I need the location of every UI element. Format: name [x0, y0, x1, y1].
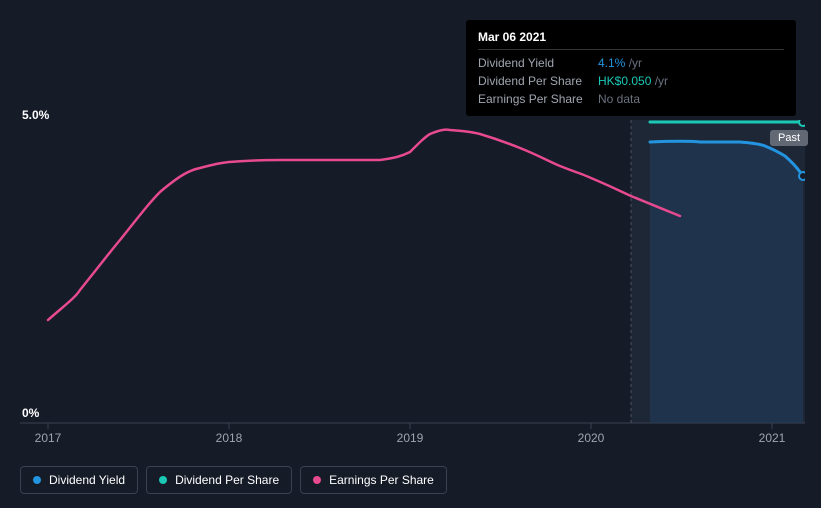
- dividend-per-share-marker: [799, 120, 805, 126]
- x-axis-label: 2020: [578, 431, 605, 445]
- legend-dot-icon: [33, 476, 41, 484]
- legend-dot-icon: [313, 476, 321, 484]
- legend-label: Dividend Yield: [49, 473, 125, 487]
- tooltip-row: Dividend Yield 4.1% /yr: [478, 54, 784, 72]
- dividend-yield-area: [650, 142, 803, 423]
- legend-item-dividend-yield[interactable]: Dividend Yield: [20, 466, 138, 494]
- chart-svg: [20, 120, 805, 430]
- tooltip-title: Mar 06 2021: [478, 28, 784, 50]
- tooltip-value: No data: [598, 90, 640, 108]
- x-axis-label: 2019: [397, 431, 424, 445]
- dividend-yield-marker: [799, 172, 805, 180]
- legend-label: Dividend Per Share: [175, 473, 279, 487]
- chart-tooltip: Mar 06 2021 Dividend Yield 4.1% /yr Divi…: [466, 20, 796, 116]
- tooltip-row: Dividend Per Share HK$0.050 /yr: [478, 72, 784, 90]
- tooltip-suffix: /yr: [629, 56, 642, 70]
- tooltip-value: HK$0.050: [598, 74, 651, 88]
- tooltip-suffix: /yr: [655, 74, 668, 88]
- legend-item-dividend-per-share[interactable]: Dividend Per Share: [146, 466, 292, 494]
- x-axis-label: 2018: [216, 431, 243, 445]
- tooltip-label: Earnings Per Share: [478, 90, 598, 108]
- earnings-per-share-line: [48, 130, 680, 320]
- legend-label: Earnings Per Share: [329, 473, 434, 487]
- x-axis-label: 2021: [759, 431, 786, 445]
- tooltip-value: 4.1%: [598, 56, 625, 70]
- x-axis-label: 2017: [35, 431, 62, 445]
- legend-item-earnings-per-share[interactable]: Earnings Per Share: [300, 466, 447, 494]
- tooltip-row: Earnings Per Share No data: [478, 90, 784, 108]
- past-badge: Past: [770, 130, 808, 146]
- legend-dot-icon: [159, 476, 167, 484]
- chart-plot-area: [20, 120, 805, 425]
- chart-legend: Dividend Yield Dividend Per Share Earnin…: [20, 466, 447, 494]
- tooltip-label: Dividend Yield: [478, 54, 598, 72]
- tooltip-label: Dividend Per Share: [478, 72, 598, 90]
